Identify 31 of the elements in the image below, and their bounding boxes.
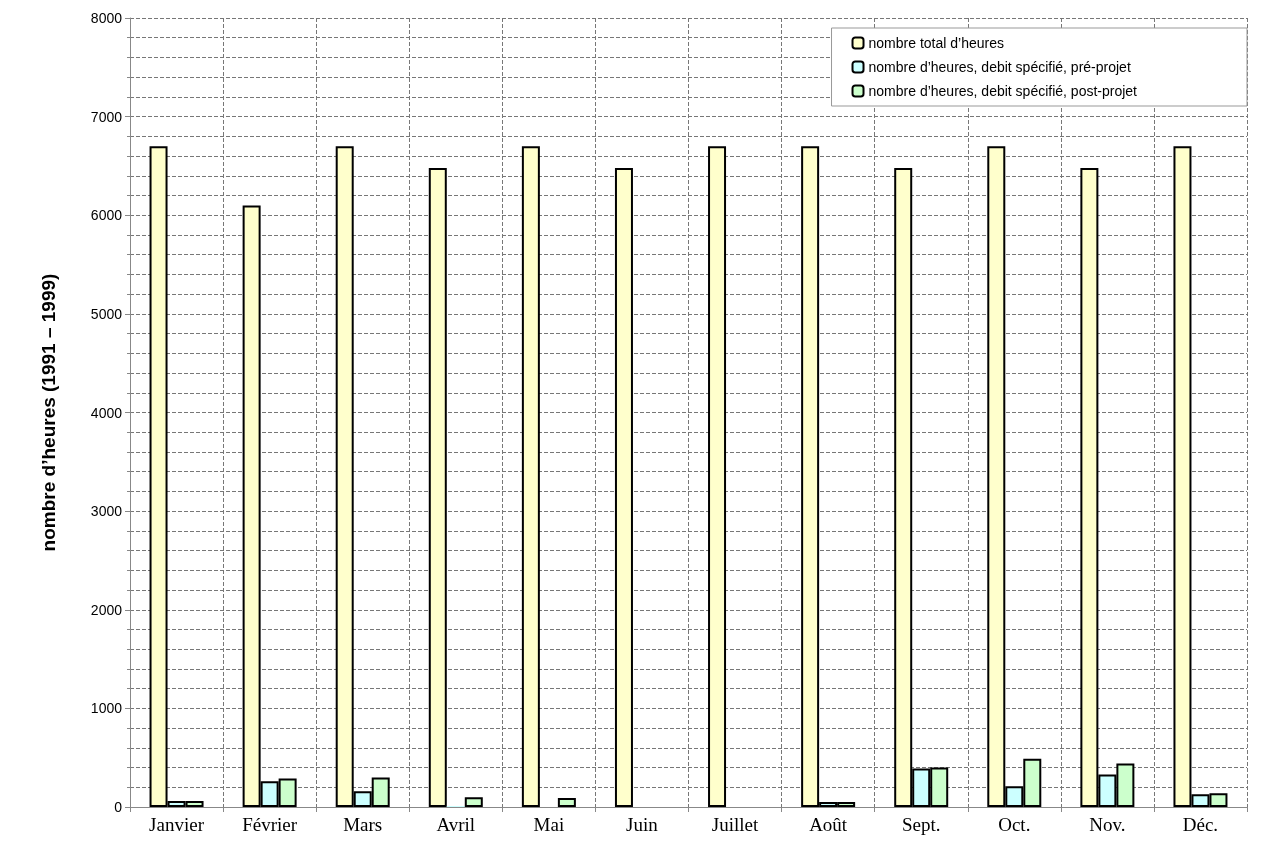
x-tick-label: Juillet — [711, 814, 759, 835]
x-tick-label: Juin — [626, 814, 659, 835]
y-tick-label: 7000 — [90, 108, 123, 125]
x-tick-label: Nov. — [1089, 814, 1126, 835]
y-tick-label: 6000 — [90, 207, 123, 224]
y-tick-label: 5000 — [90, 305, 123, 322]
legend-label: nombre total d’heures — [868, 35, 1004, 51]
bar — [521, 146, 540, 807]
y-tick-label: 4000 — [90, 404, 123, 421]
legend-label: nombre d’heures, debit spécifié, post-projet — [868, 83, 1138, 99]
bar — [708, 146, 727, 807]
y-tick-label: 8000 — [90, 10, 123, 26]
x-tick-label: Oct. — [998, 814, 1031, 835]
bar — [614, 167, 633, 807]
x-tick-label: Déc. — [1182, 814, 1219, 835]
x-tick-label: Mai — [533, 814, 565, 835]
x-tick-label: Mars — [343, 814, 383, 835]
legend-label: nombre d’heures, debit spécifié, pré-projet — [868, 59, 1131, 75]
y-tick-label: 1000 — [90, 700, 123, 717]
x-tick-label: Août — [809, 814, 848, 835]
y-tick-label: 0 — [114, 799, 123, 815]
x-tick-label: Sept. — [901, 814, 941, 835]
y-tick-label: 3000 — [90, 503, 123, 520]
bar — [557, 798, 576, 807]
x-tick-label: Janvier — [149, 814, 205, 835]
bar — [464, 797, 483, 807]
x-tick-label: Février — [242, 814, 298, 835]
y-axis-title: nombre d’heures (1991 – 1999) — [38, 273, 59, 552]
x-tick-label: Avril — [436, 814, 476, 835]
y-tick-label: 2000 — [90, 601, 123, 618]
bar — [428, 167, 447, 807]
